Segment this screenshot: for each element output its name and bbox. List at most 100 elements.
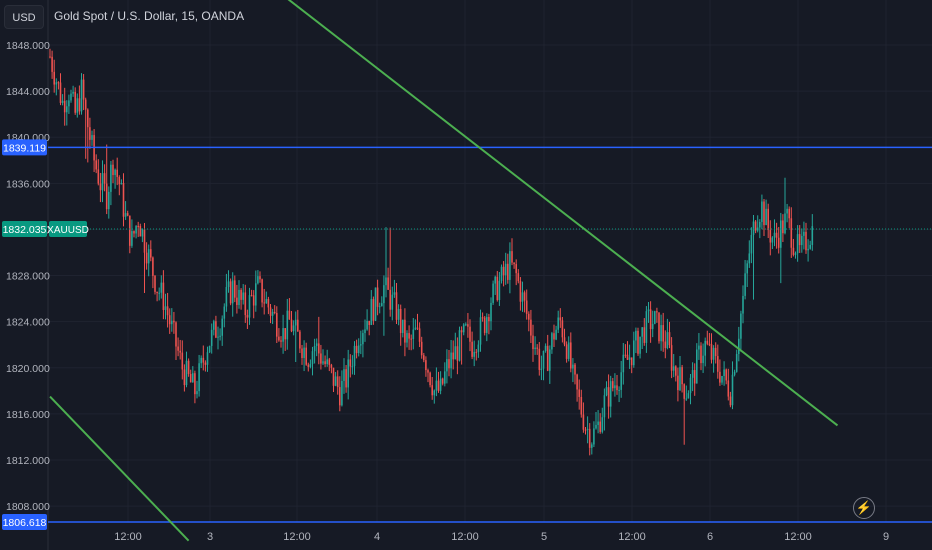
candle-body [164,306,167,310]
candle-body [219,335,221,337]
candle-body [97,169,100,184]
candle-body [654,311,656,324]
candle-body [137,225,139,227]
candle-body [752,221,755,235]
candle-body [784,213,786,234]
candle-body [238,289,240,305]
candle-body [265,299,268,304]
candle-body [479,317,482,345]
candle-body [366,320,368,330]
candle-body [624,354,627,356]
candle-body [242,292,244,300]
candle-body [95,160,97,170]
candle-body [660,325,662,342]
candle-body [110,164,112,192]
candle-body [311,351,314,365]
candle-body [202,357,205,363]
candle-body [322,361,324,364]
candle-body [731,374,734,406]
candle-body [292,325,295,332]
candle-body [131,231,133,246]
trendline-drawing[interactable] [49,395,190,542]
candle-body [391,294,394,310]
x-tick-label: 12:00 [784,531,812,543]
candle-body [278,336,280,341]
candle-body [471,341,473,357]
candle-body [362,333,364,345]
candle-body [448,359,450,369]
candle-body [66,106,68,113]
candle-body [374,287,377,321]
candle-body [658,312,660,342]
candle-body [681,367,683,385]
candle-body [76,98,79,113]
candle-body [809,244,811,249]
candle-body [269,307,272,316]
candle-body [607,387,610,407]
candle-body [404,319,406,343]
candle-body [297,319,299,332]
candle-body [120,182,123,185]
candle-body [494,276,496,284]
candle-body [53,71,55,85]
candle-body [349,359,352,367]
candle-body [234,280,236,298]
x-tick-label: 12:00 [114,531,142,543]
candle-body [525,300,528,314]
x-tick-label: 3 [207,531,213,543]
candle-body [643,327,646,343]
candle-body [441,378,444,384]
candle-body [460,330,463,333]
candle-body [786,208,788,214]
candle-body [84,99,87,110]
x-tick-label: 12:00 [283,531,311,543]
candle-body [462,324,465,333]
candle-body [339,387,341,406]
trendline-drawing[interactable] [243,0,839,427]
candle-body [498,280,501,301]
candle-body [645,311,648,343]
candle-body [584,429,587,431]
candle-body [444,371,446,384]
candle-body [801,235,803,246]
candle-body [528,313,530,320]
candle-body [57,82,60,84]
candle-body [622,354,625,373]
candle-body [158,292,160,294]
candle-body [727,380,730,397]
currency-button[interactable]: USD [4,5,44,29]
candle-body [185,360,188,386]
candle-body [565,344,568,359]
candle-body [723,369,725,376]
candle-body [620,372,622,390]
candle-body [618,389,620,391]
candle-body [662,325,664,342]
candle-body [223,306,226,319]
price-axis[interactable] [0,0,48,550]
candle-body [108,191,110,210]
symbol-badge [49,221,87,238]
candle-body [410,338,412,340]
candle-body [790,218,793,248]
candle-body [320,353,322,364]
lightning-icon[interactable]: ⚡ [853,497,875,519]
candle-body [616,385,618,391]
candle-body [173,320,175,323]
candle-body [89,127,91,140]
candle-body [700,345,702,364]
candle-body [68,100,70,107]
candle-body [187,360,190,375]
candle-body [796,234,799,254]
candle-body [87,109,89,128]
candle-body [687,393,690,399]
price-label-badge [2,139,47,156]
y-tick-label: 1812.000 [6,455,50,467]
candle-body [114,169,116,176]
candle-body [481,317,484,319]
x-tick-label: 12:00 [451,531,479,543]
candle-body [807,248,809,251]
candle-body [777,237,780,248]
candle-body [677,375,679,391]
